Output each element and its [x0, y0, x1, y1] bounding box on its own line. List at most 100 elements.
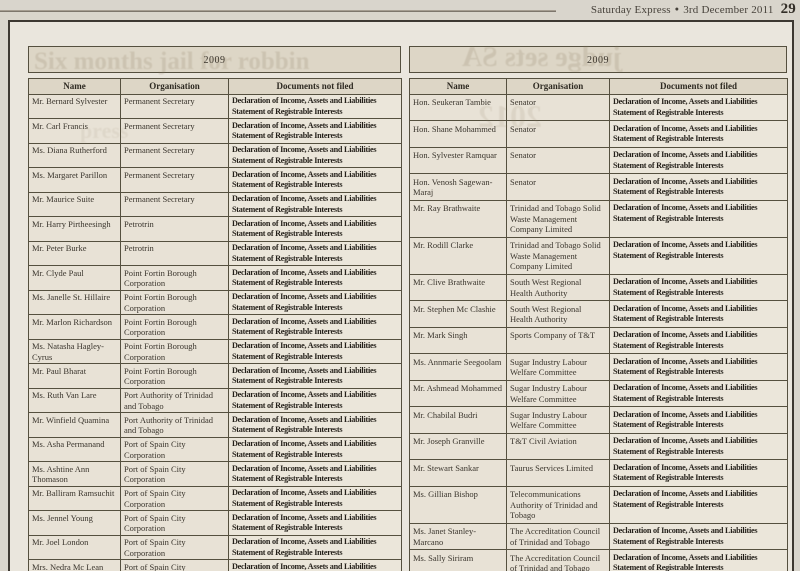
documents-cell: Declaration of Income, Assets and Liabil… [228, 167, 402, 193]
organisation-cell: South West Regional Health Authority [506, 300, 610, 328]
column-header-name: Name [28, 78, 121, 95]
table-row: Ms. Jennel Young Port of Spain City Corpo… [28, 510, 402, 536]
organisation-cell: Senator [506, 120, 610, 148]
documents-cell: Declaration of Income, Assets and Liabil… [609, 199, 788, 238]
document-line: Declaration of Income, Assets and Liabil… [613, 489, 758, 498]
documents-cell: Declaration of Income, Assets and Liabil… [228, 265, 402, 291]
organisation-cell: The Accreditation Council of Trinidad an… [506, 549, 610, 571]
organisation-cell: Sugar Industry Labour Welfare Committee [506, 353, 610, 381]
organisation-cell: Permanent Secretary [120, 142, 229, 168]
document-line: Statement of Registrable Interests [232, 302, 343, 312]
documents-cell: Declaration of Income, Assets and Liabil… [228, 461, 402, 487]
organisation-cell: Point Fortin Borough Corporation [120, 363, 229, 389]
name-cell: Mr. Harry Pirtheesingh [28, 216, 121, 242]
document-line: Statement of Registrable Interests [613, 367, 724, 376]
documents-cell: Declaration of Income, Assets and Liabil… [609, 300, 788, 328]
document-line: Statement of Registrable Interests [232, 425, 343, 434]
documents-cell: Declaration of Income, Assets and Liabil… [609, 485, 788, 524]
documents-cell: Declaration of Income, Assets and Liabil… [609, 459, 788, 487]
organisation-cell: Port of Spain City Corporation [120, 534, 229, 560]
document-line: Statement of Registrable Interests [613, 187, 724, 196]
document-line: Statement of Registrable Interests [232, 474, 343, 483]
documents-cell: Declaration of Income, Assets and Liabil… [609, 173, 788, 201]
table-row: Ms. Diana Rutherford Permanent Secretary D… [28, 142, 402, 168]
document-line: Declaration of Income, Assets and Liabil… [232, 243, 377, 252]
bullet-icon: ● [674, 4, 680, 13]
name-cell: Mr. Rodill Clarke [409, 236, 507, 275]
documents-cell: Declaration of Income, Assets and Liabil… [228, 240, 402, 266]
documents-cell: Declaration of Income, Assets and Liabil… [609, 549, 788, 571]
document-line: Statement of Registrable Interests [232, 155, 343, 165]
document-line: Declaration of Income, Assets and Liabil… [232, 341, 377, 350]
documents-cell: Declaration of Income, Assets and Liabil… [228, 387, 402, 413]
document-line: Statement of Registrable Interests [613, 314, 724, 323]
organisation-cell: Port Authority of Trinidad and Tobago [120, 412, 229, 438]
document-line: Declaration of Income, Assets and Liabil… [613, 277, 758, 286]
document-line: Declaration of Income, Assets and Liabil… [232, 488, 377, 497]
organisation-cell: Port of Spain City Corporation [120, 559, 229, 571]
document-line: Statement of Registrable Interests [613, 107, 724, 117]
document-line: Statement of Registrable Interests [232, 351, 343, 361]
document-line: Declaration of Income, Assets and Liabil… [232, 194, 377, 203]
document-line: Declaration of Income, Assets and Liabil… [613, 123, 758, 133]
document-line: Declaration of Income, Assets and Liabil… [613, 303, 758, 313]
name-cell: Ms. Janelle St. Hillaire [28, 289, 121, 315]
document-line: Declaration of Income, Assets and Liabil… [613, 150, 758, 159]
name-cell: Ms. Natasha Hagley-Cyrus [28, 338, 121, 364]
table-row: Mr. Mark Singh Sports Company of T&T Decla… [409, 326, 788, 354]
name-cell: Mr. Paul Bharat [28, 363, 121, 389]
name-cell: Mr. Maurice Suite [28, 191, 121, 217]
table-row: Mr. Winfield Quamina Port Authority of Tr… [28, 412, 402, 438]
column-header-organisation: Organisation [120, 78, 229, 95]
organisation-cell: Trinidad and Tobago Solid Waste Manageme… [506, 199, 610, 238]
document-line: Statement of Registrable Interests [232, 547, 343, 557]
document-line: Statement of Registrable Interests [613, 340, 724, 350]
organisation-cell: Trinidad and Tobago Solid Waste Manageme… [506, 236, 610, 275]
name-cell: Mr. Chabilal Budri [409, 406, 507, 434]
filing-table-right: 2009 Name Organisation Documents not fil… [409, 46, 788, 571]
document-line: Statement of Registrable Interests [232, 449, 343, 459]
document-line: Statement of Registrable Interests [232, 106, 343, 116]
name-cell: Mr. Stewart Sankar [409, 459, 507, 487]
document-line: Statement of Registrable Interests [613, 536, 724, 546]
table-row: Mr. Bernard Sylvester Permanent Secretary… [28, 93, 402, 119]
document-line: Statement of Registrable Interests [232, 498, 343, 508]
table-row: Mr. Ray Brathwaite Trinidad and Tobago So… [409, 199, 788, 238]
document-line: Declaration of Income, Assets and Liabil… [613, 203, 758, 212]
documents-cell: Declaration of Income, Assets and Liabil… [609, 379, 788, 407]
document-line: Declaration of Income, Assets and Liabil… [232, 463, 377, 473]
document-line: Statement of Registrable Interests [232, 327, 343, 336]
name-cell: Ms. Margaret Parillon [28, 167, 121, 193]
organisation-cell: Port Authority of Trinidad and Tobago [120, 387, 229, 413]
table-row: Mr. Stephen Mc Clashie South West Regiona… [409, 300, 788, 328]
name-cell: Ms. Sally Siriram [409, 549, 507, 571]
document-line: Statement of Registrable Interests [613, 563, 724, 571]
document-line: Statement of Registrable Interests [232, 376, 343, 385]
document-line: Declaration of Income, Assets and Liabil… [232, 292, 377, 301]
documents-cell: Declaration of Income, Assets and Liabil… [228, 289, 402, 315]
documents-cell: Declaration of Income, Assets and Liabil… [228, 485, 402, 511]
table-header-row: Name Organisation Documents not filed [409, 78, 788, 95]
name-cell: Mr. Stephen Mc Clashie [409, 300, 507, 328]
name-cell: Mr. Carl Francis [28, 118, 121, 144]
table-row: Hon. Seukeran Tambie Senator Declaration o… [409, 93, 788, 121]
document-line: Statement of Registrable Interests [613, 473, 724, 482]
organisation-cell: Sugar Industry Labour Welfare Committee [506, 379, 610, 407]
document-line: Declaration of Income, Assets and Liabil… [613, 356, 758, 366]
table-row: Ms. Natasha Hagley-Cyrus Point Fortin Bor… [28, 338, 402, 364]
name-cell: Mr. Balliram Ramsuchit [28, 485, 121, 511]
table-row: Mr. Harry Pirtheesingh Petrotrin Declarati… [28, 216, 402, 242]
organisation-cell: Sports Company of T&T [506, 326, 610, 354]
publication-name: Saturday Express [590, 3, 671, 16]
table-row: Mr. Joel London Port of Spain City Corpor… [28, 534, 402, 560]
document-line: Declaration of Income, Assets and Liabil… [613, 97, 758, 106]
table-row: Mr. Balliram Ramsuchit Port of Spain City… [28, 485, 402, 511]
table-row: Mr. Chabilal Budri Sugar Industry Labour … [409, 406, 788, 434]
documents-cell: Declaration of Income, Assets and Liabil… [228, 559, 402, 571]
document-line: Declaration of Income, Assets and Liabil… [232, 365, 377, 375]
document-line: Declaration of Income, Assets and Liabil… [232, 512, 377, 522]
documents-cell: Declaration of Income, Assets and Liabil… [228, 338, 402, 364]
document-line: Statement of Registrable Interests [613, 499, 724, 509]
name-cell: Hon. Seukeran Tambie [409, 93, 507, 121]
